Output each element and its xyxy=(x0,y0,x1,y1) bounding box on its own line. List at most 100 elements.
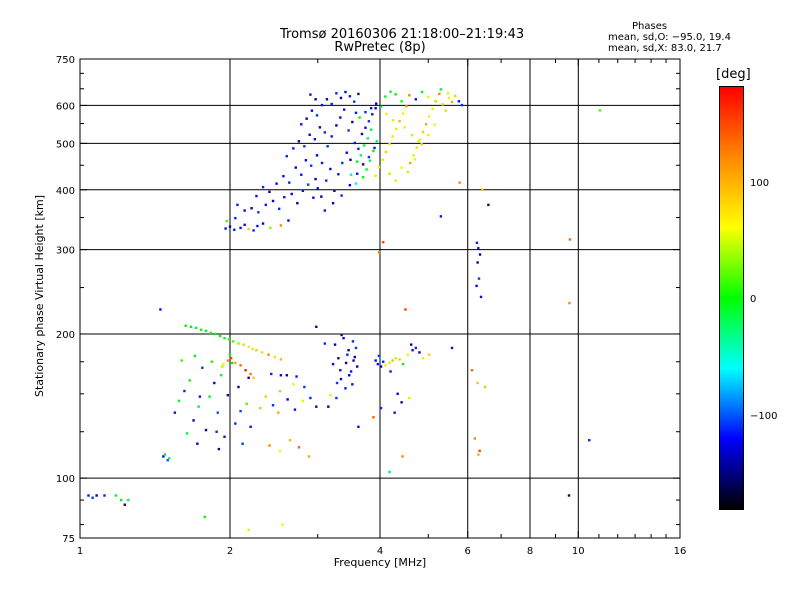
data-point-245 xyxy=(341,161,344,165)
data-point-283 xyxy=(374,174,377,177)
data-point-278 xyxy=(368,159,372,162)
data-point-180 xyxy=(243,223,246,227)
data-point-20 xyxy=(192,419,195,422)
data-point-134 xyxy=(411,348,414,352)
data-point-72 xyxy=(239,364,242,367)
data-point-248 xyxy=(353,141,356,145)
data-point-157 xyxy=(476,261,479,264)
phase-info-title: Phases xyxy=(632,21,668,32)
data-point-228 xyxy=(320,103,324,107)
data-point-13 xyxy=(203,515,206,519)
data-point-161 xyxy=(481,188,484,191)
data-point-252 xyxy=(367,120,371,123)
data-point-19 xyxy=(188,379,191,382)
colorbar-unit-label: [deg] xyxy=(716,67,751,82)
data-point-281 xyxy=(349,173,353,176)
data-point-259 xyxy=(342,108,346,111)
data-point-7 xyxy=(127,498,130,502)
data-point-107 xyxy=(351,340,355,343)
data-point-127 xyxy=(384,364,387,367)
data-point-140 xyxy=(377,354,381,358)
data-point-173 xyxy=(567,494,571,497)
colorbar xyxy=(719,86,744,510)
data-point-181 xyxy=(247,227,250,231)
data-point-91 xyxy=(259,406,262,410)
data-point-323 xyxy=(433,100,437,103)
data-point-184 xyxy=(261,222,265,225)
data-point-172 xyxy=(568,238,572,241)
data-point-223 xyxy=(323,131,327,134)
x-tick-label-4: 8 xyxy=(527,546,533,557)
data-point-231 xyxy=(335,92,338,95)
data-point-219 xyxy=(303,145,306,148)
data-point-153 xyxy=(450,346,454,350)
data-point-1 xyxy=(91,496,94,499)
data-point-69 xyxy=(226,359,230,362)
data-point-334 xyxy=(385,112,388,116)
data-point-266 xyxy=(348,183,352,187)
y-tick-label-6: 600 xyxy=(56,101,75,112)
data-point-48 xyxy=(184,324,187,328)
data-point-254 xyxy=(374,107,377,110)
data-point-85 xyxy=(301,399,305,403)
data-point-4 xyxy=(114,494,118,497)
data-point-216 xyxy=(285,155,288,158)
data-point-55 xyxy=(218,334,222,338)
data-point-57 xyxy=(227,338,231,341)
data-point-171 xyxy=(568,301,571,305)
data-point-208 xyxy=(282,174,285,178)
data-point-296 xyxy=(418,138,422,141)
data-point-246 xyxy=(345,151,348,154)
data-point-247 xyxy=(349,158,352,161)
data-point-151 xyxy=(377,251,381,254)
data-point-96 xyxy=(307,455,311,458)
data-point-80 xyxy=(264,395,268,398)
y-tick-label-3: 300 xyxy=(56,246,75,257)
data-point-239 xyxy=(316,187,319,190)
data-point-77 xyxy=(279,374,283,377)
data-point-191 xyxy=(243,209,246,212)
colorbar-tick-minus-100: −100 xyxy=(750,411,778,422)
data-point-128 xyxy=(388,361,391,365)
data-point-174 xyxy=(588,439,591,442)
data-point-322 xyxy=(427,95,430,99)
data-point-336 xyxy=(403,126,406,129)
data-point-183 xyxy=(256,224,259,228)
data-point-144 xyxy=(408,396,411,400)
data-point-45 xyxy=(185,432,189,435)
data-point-186 xyxy=(279,224,283,227)
colorbar-unit-text: deg xyxy=(721,67,746,82)
data-point-238 xyxy=(314,98,317,101)
data-point-179 xyxy=(239,226,242,230)
data-point-309 xyxy=(400,166,403,169)
data-point-307 xyxy=(388,172,391,175)
data-point-26 xyxy=(216,411,219,414)
data-point-290 xyxy=(398,120,401,123)
data-point-12 xyxy=(159,308,162,311)
y-axis-label: Stationary phase Virtual Height [km] xyxy=(33,194,46,398)
data-point-47 xyxy=(217,447,221,451)
data-point-24 xyxy=(208,395,211,398)
data-point-227 xyxy=(315,114,319,117)
data-point-156 xyxy=(478,253,482,256)
data-point-305 xyxy=(447,96,451,100)
data-point-286 xyxy=(384,150,388,154)
data-point-116 xyxy=(340,333,343,337)
data-point-145 xyxy=(372,416,375,419)
data-point-23 xyxy=(204,428,208,432)
data-point-53 xyxy=(209,331,212,335)
data-point-218 xyxy=(297,140,301,143)
data-point-108 xyxy=(353,355,356,359)
data-point-262 xyxy=(354,111,358,115)
chart-subtitle: RwPretec (8p) xyxy=(334,40,426,55)
data-point-46 xyxy=(198,395,202,398)
data-point-308 xyxy=(394,179,397,182)
data-point-274 xyxy=(366,137,369,140)
data-point-299 xyxy=(427,115,431,118)
data-point-282 xyxy=(354,182,358,185)
data-point-98 xyxy=(323,342,327,345)
data-point-226 xyxy=(310,109,314,112)
x-tick-label-1: 2 xyxy=(227,546,233,557)
data-point-167 xyxy=(478,449,481,453)
y-tick-label-2: 200 xyxy=(56,330,75,341)
